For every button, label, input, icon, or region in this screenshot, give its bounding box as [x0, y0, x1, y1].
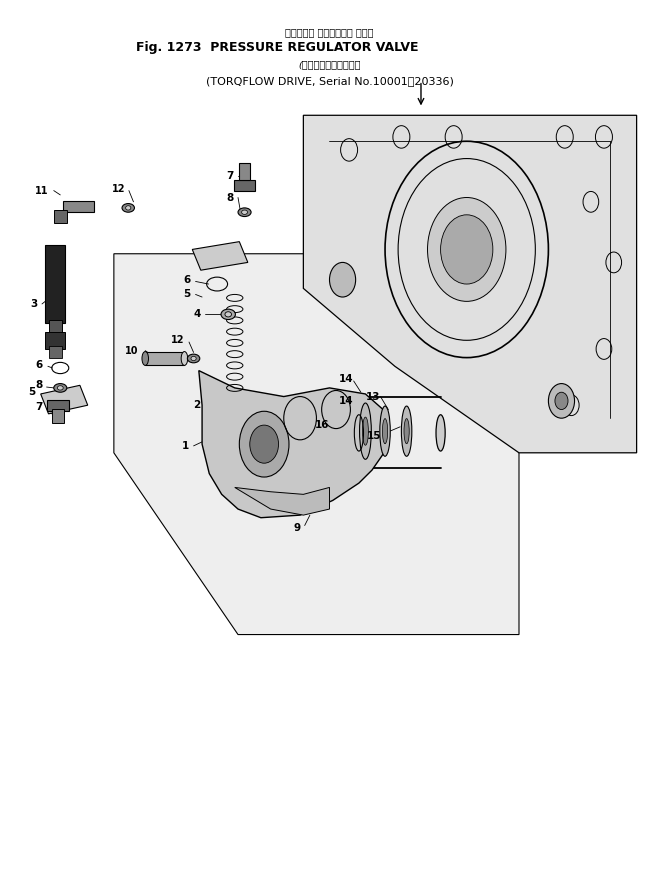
Text: 12: 12	[112, 184, 126, 194]
Ellipse shape	[436, 415, 445, 451]
Circle shape	[250, 425, 279, 463]
Bar	[54, 210, 67, 223]
Bar	[234, 180, 255, 192]
Text: 14: 14	[339, 375, 353, 384]
Bar	[145, 352, 185, 366]
Circle shape	[428, 198, 506, 301]
Polygon shape	[41, 385, 88, 414]
Bar	[47, 400, 69, 411]
Circle shape	[441, 215, 493, 284]
Text: 9: 9	[293, 523, 301, 533]
Text: 5: 5	[183, 289, 190, 300]
Circle shape	[330, 262, 356, 297]
Text: 8: 8	[35, 381, 42, 390]
Ellipse shape	[225, 312, 231, 317]
Text: 4: 4	[193, 309, 200, 320]
Ellipse shape	[362, 417, 368, 445]
Text: 1: 1	[182, 441, 189, 451]
Bar	[45, 245, 65, 323]
Text: 16: 16	[314, 420, 329, 430]
Polygon shape	[192, 241, 248, 270]
Ellipse shape	[191, 356, 196, 361]
Text: 12: 12	[171, 335, 185, 345]
Bar	[45, 332, 65, 349]
Text: 15: 15	[366, 430, 381, 441]
Ellipse shape	[142, 352, 148, 366]
Ellipse shape	[360, 403, 371, 459]
Text: ブレッシャ レギュレータ バルブ: ブレッシャ レギュレータ バルブ	[285, 29, 374, 37]
Text: Fig. 1273  PRESSURE REGULATOR VALVE: Fig. 1273 PRESSURE REGULATOR VALVE	[136, 41, 418, 54]
Ellipse shape	[126, 206, 131, 210]
Text: 11: 11	[35, 186, 49, 196]
Polygon shape	[114, 253, 519, 635]
Ellipse shape	[181, 352, 188, 366]
Polygon shape	[303, 115, 637, 453]
Circle shape	[239, 411, 289, 477]
Ellipse shape	[242, 210, 248, 214]
Ellipse shape	[404, 419, 409, 443]
Bar	[49, 321, 61, 334]
Text: 10: 10	[125, 346, 139, 355]
Bar	[239, 163, 250, 180]
Polygon shape	[199, 370, 387, 517]
Ellipse shape	[380, 406, 390, 456]
Text: 8: 8	[226, 192, 233, 202]
Ellipse shape	[54, 383, 67, 392]
Ellipse shape	[238, 208, 251, 217]
Ellipse shape	[57, 386, 63, 390]
Bar	[49, 347, 61, 358]
Ellipse shape	[221, 309, 235, 320]
Text: 6: 6	[35, 360, 42, 369]
Text: (トルクフロー専用号機: (トルクフロー専用号機	[299, 61, 360, 70]
Ellipse shape	[382, 419, 387, 443]
Text: (TORQFLOW DRIVE, Serial No.10001～20336): (TORQFLOW DRIVE, Serial No.10001～20336)	[206, 76, 453, 85]
Text: 7: 7	[35, 402, 42, 412]
Ellipse shape	[187, 354, 200, 363]
Ellipse shape	[122, 204, 134, 213]
Text: 2: 2	[193, 400, 200, 410]
Circle shape	[548, 383, 575, 418]
Text: 14: 14	[339, 396, 353, 406]
Polygon shape	[235, 488, 330, 515]
Bar	[52, 408, 63, 422]
Text: 5: 5	[28, 388, 36, 397]
Text: 3: 3	[30, 299, 38, 309]
Ellipse shape	[401, 406, 412, 456]
Circle shape	[555, 392, 568, 409]
Text: 13: 13	[365, 392, 380, 402]
Text: 7: 7	[226, 171, 233, 181]
Bar	[63, 201, 94, 213]
Text: 6: 6	[183, 274, 190, 285]
